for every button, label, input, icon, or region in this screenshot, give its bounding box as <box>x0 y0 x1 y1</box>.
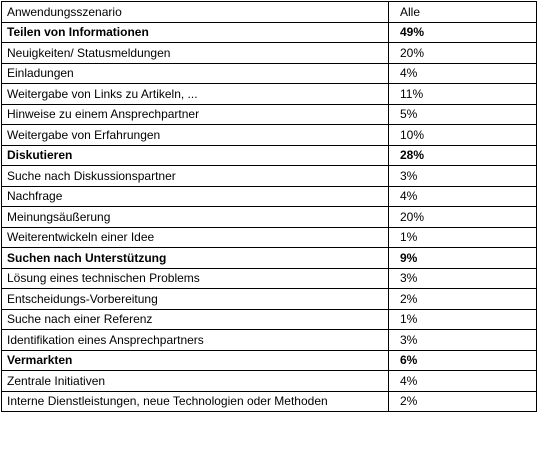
table-row: Entscheidungs-Vorbereitung 2% <box>1 288 537 310</box>
category-label: Suchen nach Unterstützung <box>1 247 389 269</box>
scenario-label: Entscheidungs-Vorbereitung <box>1 288 389 310</box>
header-value: Alle <box>388 1 537 23</box>
category-row: Vermarkten 6% <box>1 349 537 371</box>
header-scenario: Anwendungsszenario <box>1 1 389 23</box>
scenario-value: 4% <box>388 185 537 207</box>
scenario-label: Interne Dienstleistungen, neue Technolog… <box>1 390 389 412</box>
category-label: Diskutieren <box>1 144 389 166</box>
scenario-value: 20% <box>388 42 537 64</box>
category-value: 9% <box>388 247 537 269</box>
category-row: Suchen nach Unterstützung 9% <box>1 247 537 269</box>
scenario-label: Weiterentwickeln einer Idee <box>1 226 389 248</box>
scenario-label: Weitergabe von Links zu Artikeln, ... <box>1 83 389 105</box>
category-value: 6% <box>388 349 537 371</box>
table-row: Neuigkeiten/ Statusmeldungen 20% <box>1 42 537 64</box>
scenario-label: Hinweise zu einem Ansprechpartner <box>1 103 389 125</box>
scenario-table: Anwendungsszenario Alle Teilen von Infor… <box>1 1 537 412</box>
scenario-value: 2% <box>388 390 537 412</box>
category-label: Teilen von Informationen <box>1 21 389 43</box>
scenario-value: 1% <box>388 226 537 248</box>
table-row: Lösung eines technischen Problems 3% <box>1 267 537 289</box>
table-body: Anwendungsszenario Alle Teilen von Infor… <box>1 1 537 412</box>
table-row: Interne Dienstleistungen, neue Technolog… <box>1 390 537 412</box>
scenario-value: 2% <box>388 288 537 310</box>
scenario-value: 5% <box>388 103 537 125</box>
table-row: Einladungen 4% <box>1 62 537 84</box>
table-row: Weitergabe von Links zu Artikeln, ... 11% <box>1 83 537 105</box>
scenario-value: 4% <box>388 62 537 84</box>
scenario-label: Identifikation eines Ansprechpartners <box>1 329 389 351</box>
scenario-label: Meinungsäußerung <box>1 206 389 228</box>
table-row: Weiterentwickeln einer Idee 1% <box>1 226 537 248</box>
table-row: Identifikation eines Ansprechpartners 3% <box>1 329 537 351</box>
category-value: 49% <box>388 21 537 43</box>
scenario-label: Suche nach einer Referenz <box>1 308 389 330</box>
scenario-value: 1% <box>388 308 537 330</box>
scenario-value: 3% <box>388 165 537 187</box>
scenario-value: 11% <box>388 83 537 105</box>
scenario-label: Weitergabe von Erfahrungen <box>1 124 389 146</box>
table-row: Nachfrage 4% <box>1 185 537 207</box>
table-row: Zentrale Initiativen 4% <box>1 370 537 392</box>
table-row: Suche nach Diskussionspartner 3% <box>1 165 537 187</box>
scenario-label: Neuigkeiten/ Statusmeldungen <box>1 42 389 64</box>
scenario-value: 4% <box>388 370 537 392</box>
table-row: Suche nach einer Referenz 1% <box>1 308 537 330</box>
scenario-label: Zentrale Initiativen <box>1 370 389 392</box>
scenario-label: Suche nach Diskussionspartner <box>1 165 389 187</box>
category-row: Teilen von Informationen 49% <box>1 21 537 43</box>
category-value: 28% <box>388 144 537 166</box>
table-row: Meinungsäußerung 20% <box>1 206 537 228</box>
scenario-label: Lösung eines technischen Problems <box>1 267 389 289</box>
scenario-value: 10% <box>388 124 537 146</box>
category-label: Vermarkten <box>1 349 389 371</box>
table-row: Hinweise zu einem Ansprechpartner 5% <box>1 103 537 125</box>
scenario-label: Einladungen <box>1 62 389 84</box>
category-row: Diskutieren 28% <box>1 144 537 166</box>
table-header-row: Anwendungsszenario Alle <box>1 1 537 23</box>
scenario-value: 3% <box>388 329 537 351</box>
scenario-label: Nachfrage <box>1 185 389 207</box>
scenario-value: 20% <box>388 206 537 228</box>
scenario-value: 3% <box>388 267 537 289</box>
table-row: Weitergabe von Erfahrungen 10% <box>1 124 537 146</box>
